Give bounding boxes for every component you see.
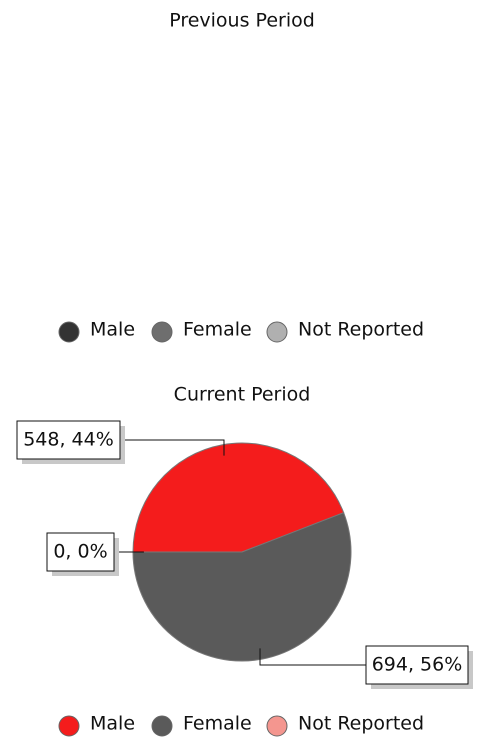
- legend-marker: [58, 321, 80, 343]
- legend-label: Male: [90, 713, 135, 735]
- legend-label: Male: [90, 319, 135, 341]
- legend-label: Female: [183, 319, 252, 341]
- label-box: [46, 532, 115, 572]
- chart-title: Current Period: [174, 384, 311, 406]
- pie-slice: [132, 442, 345, 553]
- legend-marker: [58, 715, 80, 737]
- legend-marker: [266, 715, 288, 737]
- legend-marker: [151, 715, 173, 737]
- legend-label: Not Reported: [298, 319, 424, 341]
- leader-line: [120, 439, 225, 456]
- leader-line: [259, 648, 366, 666]
- data-label: 694, 56%: [372, 654, 463, 676]
- data-label: 548, 44%: [23, 429, 114, 451]
- chart-title: Previous Period: [169, 10, 315, 32]
- legend-marker: [151, 321, 173, 343]
- label-box: [365, 645, 469, 685]
- label-box: [16, 420, 121, 460]
- data-label: 0, 0%: [53, 541, 107, 563]
- legend-label: Female: [183, 713, 252, 735]
- legend-label: Not Reported: [298, 713, 424, 735]
- legend-marker: [266, 321, 288, 343]
- pie-slice: [132, 512, 352, 662]
